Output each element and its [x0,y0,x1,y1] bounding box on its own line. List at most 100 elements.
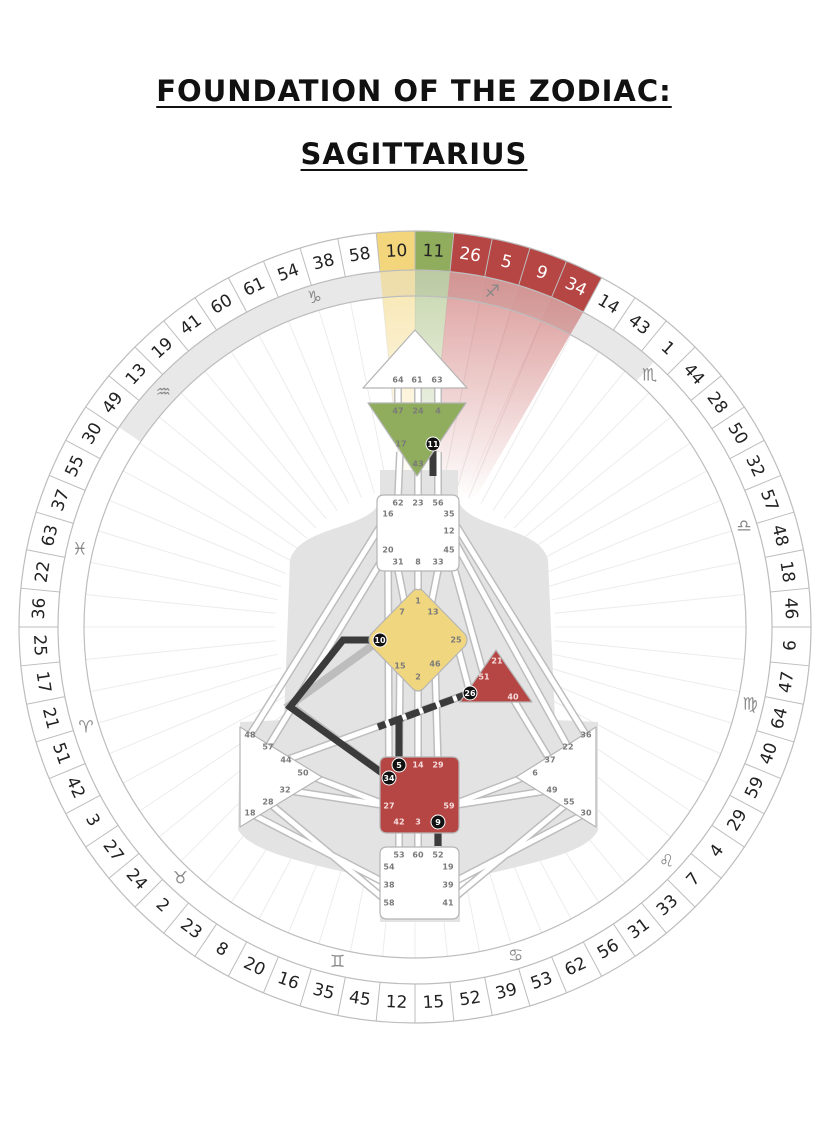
gate-label: 45 [348,987,372,1010]
center-gate-label: 52 [432,851,443,860]
gate-divider [612,297,636,331]
gate-divider [729,439,765,460]
center-gate-label: 7 [399,608,405,617]
gate-divider [667,346,696,375]
center-gate-label: 28 [262,798,274,807]
center [367,402,467,477]
gate-label: 53 [528,968,555,994]
defined-channel [376,689,472,731]
gate-divider [551,260,568,298]
gate-label: 63 [38,523,63,549]
radial-line [480,334,572,504]
gate-label: 62 [562,953,590,980]
gate-divider [667,879,696,908]
gate-divider [612,923,636,957]
gate-divider [262,956,279,994]
center [459,649,533,703]
gate-divider [484,977,493,1016]
zodiac-symbol: ♉ [173,869,188,889]
center-gate-label: 47 [392,407,403,416]
gate-label: 19 [148,334,177,363]
center [515,726,597,828]
gate-cell [449,232,493,277]
gate-divider [35,511,74,524]
gate-divider [65,794,101,815]
title-line: FOUNDATION OF THE ZODIAC: [156,74,672,108]
center-gate-label: 41 [442,899,454,908]
zodiac-symbol: ♎ [736,516,751,536]
radial-line [122,470,292,562]
radial-line [109,680,286,755]
gate-label: 48 [767,523,792,549]
center-gate-label: 8 [415,558,421,567]
zodiac-symbol: ♊ [330,952,345,972]
radial-line [90,653,278,693]
gate-divider [744,474,782,491]
center-gate-label: 5 [396,761,402,770]
gate-divider [770,661,810,667]
gate-divider [48,763,86,780]
center-gate-label: 40 [507,693,519,702]
center-gate-label: 15 [394,662,406,671]
gate-label: 8 [212,938,232,961]
center-gate-label: 29 [432,761,444,770]
gate-label: 13 [122,360,151,389]
radial-line [109,499,286,574]
center-gate-label: 27 [383,802,394,811]
gate-divider [163,902,189,934]
center-gate-label: 63 [431,376,442,385]
gate-label: 35 [311,979,337,1004]
center-gate-label: 21 [491,657,503,666]
radial-line [522,416,672,539]
active-gate-badge [430,814,446,830]
gate-label: 25 [29,634,50,657]
gate-label: 47 [775,670,798,694]
gate-divider [551,956,568,994]
gate-divider [756,730,795,743]
radial-line [230,351,338,511]
center-gate-label: 14 [412,761,424,770]
gate-label: 46 [780,597,801,620]
wheel-ring [83,295,747,959]
gate-divider [582,941,603,977]
gate-divider [711,406,745,430]
center [362,329,468,389]
radial-line [492,351,600,511]
radial-line [531,442,691,550]
center-gate-label: 49 [546,786,558,795]
center-gate-label: 25 [450,636,462,645]
gate-divider [194,297,218,331]
center-gate-label: 3 [415,818,421,827]
gate-divider [85,406,119,430]
gate-divider [484,238,493,277]
gate-label: 10 [385,241,408,262]
center-gate-label: 48 [244,731,256,740]
gate-divider [729,794,765,815]
gate-cell [376,231,415,272]
center-gate-label: 45 [443,546,455,555]
gate-label: 26 [458,244,482,267]
channels [246,388,590,907]
gate-label: 33 [653,891,682,920]
gate-divider [134,879,163,908]
gate-label: 3 [81,811,104,831]
gate-label: 58 [348,244,372,267]
center-gate-label: 35 [443,510,455,519]
gate-divider [337,238,346,277]
center-gate-label: 38 [383,881,395,890]
gate-label: 52 [458,987,482,1010]
radial-line [503,370,626,520]
gate-label: 11 [422,241,445,262]
gate-beam [451,285,552,500]
gate-label: 24 [122,865,151,894]
gate-label: 50 [723,419,751,448]
gate-divider [756,511,795,524]
gate-label: 20 [240,953,268,980]
center-gate-label: 59 [443,802,455,811]
title-line: SAGITTARIUS [300,137,528,171]
gate-label: 37 [48,487,74,514]
center-gate-label: 2 [415,673,421,682]
center-gate-label: 10 [374,636,386,645]
center-gate-label: 6 [532,769,538,778]
